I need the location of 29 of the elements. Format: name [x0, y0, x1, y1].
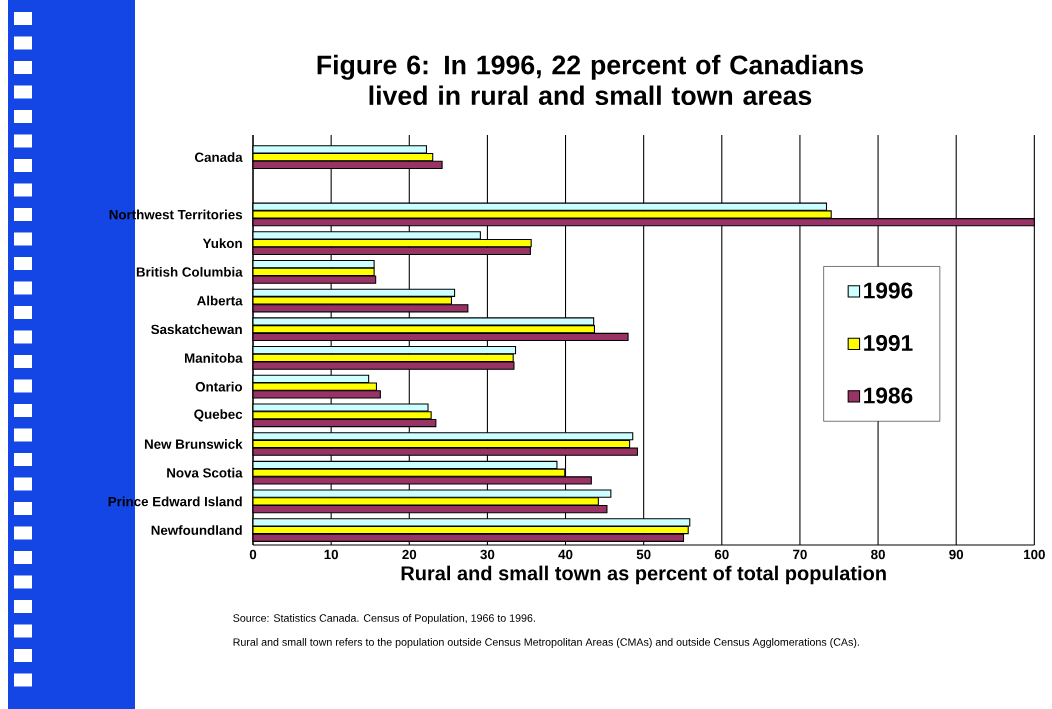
- y-tick-label: Newfoundland: [151, 525, 242, 535]
- x-tick-label: 100: [1024, 549, 1045, 560]
- y-tick-label: Nova Scotia: [167, 467, 243, 478]
- legend-label: 1986: [864, 387, 913, 404]
- x-tick-label: 30: [480, 549, 495, 560]
- x-axis-title: Rural and small town as percent of total population: [401, 565, 886, 585]
- y-tick-label: New Brunswick: [144, 439, 243, 449]
- y-tick-label: Canada: [194, 152, 243, 162]
- y-tick-label: Alberta: [197, 295, 243, 306]
- y-tick-label: Yukon: [202, 238, 242, 249]
- chart-title: Figure 6: In 1996, 22 percent of Canadians lived in rural and small town areas: [317, 54, 864, 106]
- x-tick-label: 80: [871, 549, 885, 560]
- x-tick-label: 90: [949, 549, 964, 560]
- y-tick-label: Saskatchewan: [151, 324, 242, 335]
- x-tick-label: 50: [636, 549, 651, 560]
- legend-label: 1996: [864, 282, 913, 299]
- x-tick-label: 70: [793, 549, 807, 560]
- y-tick-label: Quebec: [194, 409, 243, 422]
- legend-label: 1991: [864, 334, 913, 352]
- source-note: Source: Statistics Canada. Census of Population, 1966 to 1996.: [233, 614, 535, 624]
- x-tick-label: 10: [324, 549, 339, 560]
- y-tick-label: Manitoba: [184, 353, 243, 363]
- x-tick-label: 60: [714, 549, 729, 560]
- y-tick-label: British Columbia: [136, 266, 243, 277]
- x-tick-label: 0: [249, 549, 257, 560]
- x-tick-label: 40: [558, 549, 573, 560]
- x-tick-label: 20: [402, 549, 417, 560]
- text: Rural and small town refers to the population outside Census Metropolitan Areas (CMAs) and outside Census Agglomerations (CAs).: [233, 638, 859, 648]
- y-tick-label: Ontario: [195, 381, 243, 392]
